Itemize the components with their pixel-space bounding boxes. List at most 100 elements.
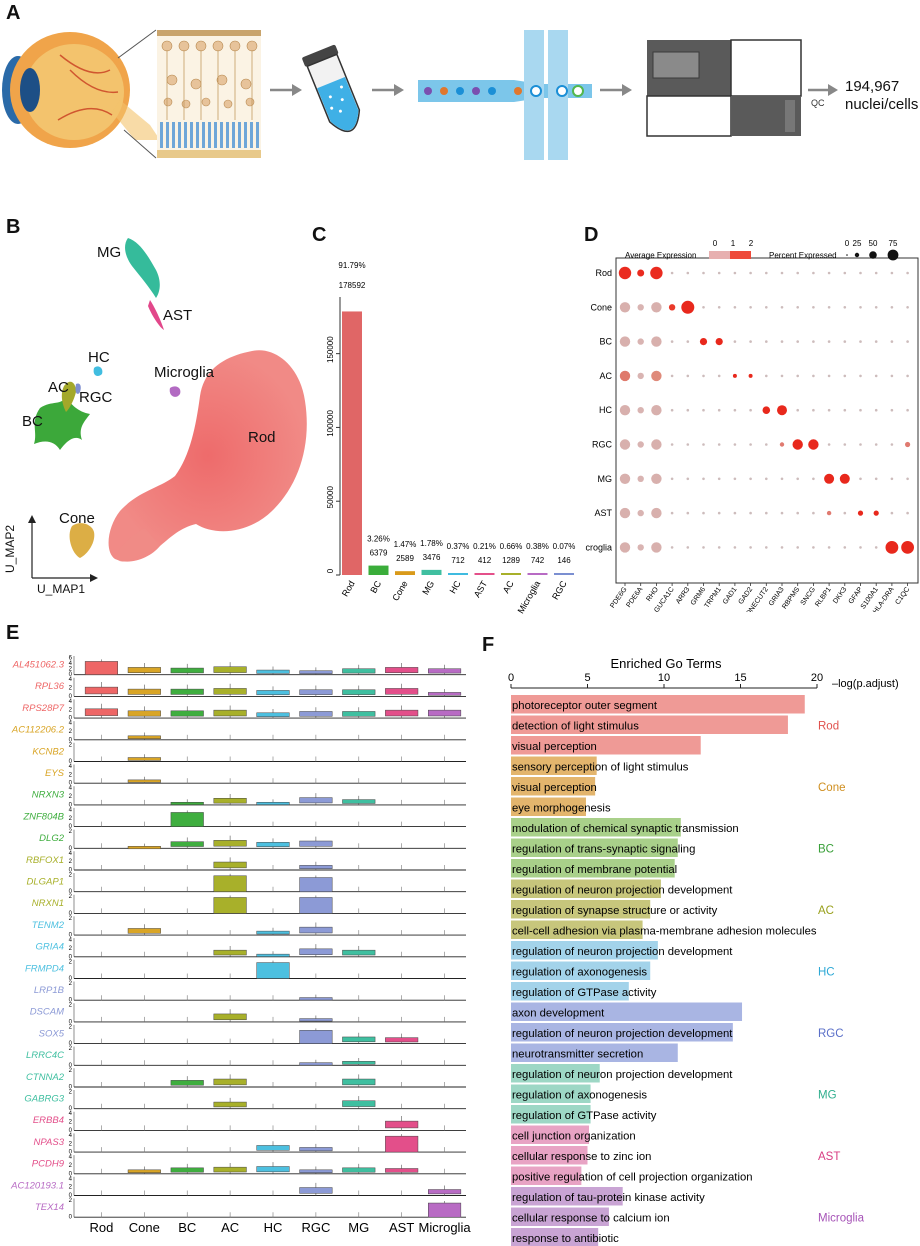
dot-cone-rlbp1	[827, 306, 831, 309]
bar-category-label: HC	[448, 579, 463, 596]
dot-mg-sncg	[812, 477, 815, 481]
dot-ac-pde6g	[619, 370, 631, 382]
bar-mg	[421, 569, 442, 575]
box-y-tick-label: 4	[69, 1176, 73, 1182]
bar-percent-label: 91.79%	[338, 261, 365, 270]
dot-ast-gria3	[780, 511, 784, 515]
go-term-label: neurotransmitter secretion	[512, 1048, 643, 1060]
go-term-label: photoreceptor outer segment	[512, 700, 658, 712]
box-y-tick-label: 0	[69, 1041, 73, 1047]
dot-microglia-gad2	[749, 546, 752, 549]
box-ast	[385, 1168, 419, 1173]
dot-bc-grm6	[699, 338, 708, 346]
dot-cone-hla-dra	[890, 306, 894, 309]
dot-ast-c1qc	[906, 511, 909, 515]
dot-rod-trpm1	[717, 271, 721, 275]
dot-row-label: Rod	[595, 268, 612, 278]
go-bar-hc	[511, 961, 651, 980]
panel-letter-f: F	[482, 634, 495, 656]
dot-rod-hla-dra	[890, 271, 894, 275]
go-group-label: MG	[818, 1089, 837, 1101]
box-y-tick-label: 0	[69, 1193, 73, 1199]
dot-mg-arr3	[686, 477, 690, 481]
dot-rgc-pde6g	[619, 439, 631, 450]
box-gene-label: LRP1B	[34, 985, 65, 996]
dot-ac-gria3	[780, 374, 784, 378]
bar-category-label: AC	[501, 579, 516, 595]
legend-expression-gradient-high	[730, 251, 751, 259]
box-y-tick-label: 4	[69, 1133, 73, 1139]
go-term-label: detection of light stimulus	[512, 720, 639, 732]
dot-rgc-guca1c	[670, 443, 674, 446]
box-mg	[342, 949, 376, 956]
dot-cone-c1qc	[906, 306, 909, 309]
box-y-tick-label: 2	[69, 1141, 73, 1147]
box-y-tick-label: 0	[69, 1106, 73, 1112]
box-ast	[385, 688, 419, 695]
go-group-label: AC	[818, 905, 834, 917]
go-title: Enriched Go Terms	[610, 656, 722, 671]
dot-mg-rbpms	[796, 477, 799, 481]
dot-ast-rlbp1	[826, 510, 832, 516]
dot-rgc-onecut2	[765, 443, 768, 446]
box-hc	[256, 930, 290, 935]
dot-bc-gad1	[733, 340, 737, 343]
legend-expression-tick: 2	[749, 239, 754, 248]
box-cone	[127, 710, 161, 717]
bar-percent-label: 0.37%	[447, 542, 470, 551]
dot-cone-pde6g	[619, 302, 631, 313]
box-cell-label: AST	[389, 1220, 414, 1235]
dot-bc-onecut2	[765, 340, 768, 343]
box-ac	[213, 1101, 247, 1108]
box-y-tick-label: 2	[69, 794, 73, 800]
dot-rod-guca1c	[670, 271, 674, 275]
box-gene-label: NPAS3	[34, 1137, 65, 1148]
go-bar-rgc	[511, 1043, 678, 1062]
dot-mg-rlbp1	[824, 473, 835, 484]
box-y-tick-label: 0	[69, 737, 73, 743]
box-gene-label: NRXN3	[32, 790, 65, 801]
go-bar-cone	[511, 756, 597, 775]
dot-cone-gria3	[780, 306, 784, 309]
go-bar-microglia	[511, 1207, 609, 1226]
bar-cone	[395, 571, 415, 575]
go-bar-rod	[511, 715, 788, 734]
dot-ac-gad2	[748, 373, 753, 378]
box-y-tick-label: 2	[69, 1003, 73, 1009]
dot-rod-sncg	[812, 271, 815, 275]
box-y-tick-label: 2	[69, 1163, 73, 1169]
dot-bc-rbpms	[796, 340, 799, 343]
box-mg	[342, 689, 376, 695]
box-hc	[256, 712, 290, 717]
go-bar-mg	[511, 1064, 600, 1083]
go-terms-bar-chart: Enriched Go Terms 0 5 10 15 20 –log(p.adjust) p…	[508, 656, 899, 1246]
box-rgc	[299, 948, 333, 955]
box-ac	[213, 709, 247, 717]
go-bar-rod	[511, 695, 805, 714]
dot-hc-s100a1	[874, 408, 878, 412]
box-cell-label: Microglia	[419, 1220, 472, 1235]
dot-rod-onecut2	[765, 271, 768, 275]
bar-category-label: AST	[472, 579, 490, 600]
box-rgc	[299, 840, 333, 847]
box-ac	[213, 949, 247, 956]
box-bc	[170, 1080, 204, 1086]
dot-ast-hla-dra	[890, 511, 894, 515]
box-hc	[256, 801, 290, 805]
go-bar-bc	[511, 818, 681, 837]
nuclei-count: 194,967	[845, 78, 900, 95]
sequencer-illustration	[646, 39, 802, 137]
dot-ac-c1qc	[906, 374, 909, 378]
dot-microglia-rlbp1	[827, 546, 831, 549]
dot-microglia-rho	[651, 542, 662, 553]
dot-rgc-hla-dra	[890, 443, 894, 446]
dot-cone-onecut2	[765, 306, 768, 309]
legend-percent-dot	[887, 249, 899, 261]
go-term-label: regulation of tau-protein kinase activit…	[512, 1192, 705, 1204]
dot-ac-arr3	[686, 374, 690, 378]
box-mg	[342, 799, 376, 804]
dot-mg-guca1c	[670, 477, 674, 481]
dot-microglia-grm6	[702, 546, 705, 549]
dot-microglia-pde6g	[619, 542, 631, 553]
bar-rgc	[554, 573, 574, 575]
